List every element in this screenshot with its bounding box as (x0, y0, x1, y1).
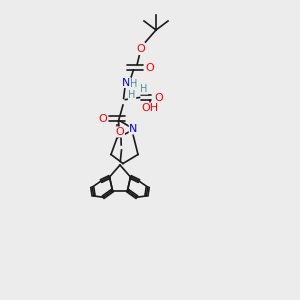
Text: H: H (130, 79, 137, 89)
Text: OH: OH (141, 103, 159, 113)
Text: O: O (136, 44, 146, 55)
Text: H: H (128, 89, 136, 100)
Text: N: N (122, 77, 130, 88)
Text: N: N (129, 124, 138, 134)
Text: O: O (154, 92, 164, 103)
Text: O: O (116, 127, 124, 137)
Text: O: O (98, 113, 107, 124)
Text: O: O (146, 62, 154, 73)
Text: H: H (140, 84, 148, 94)
